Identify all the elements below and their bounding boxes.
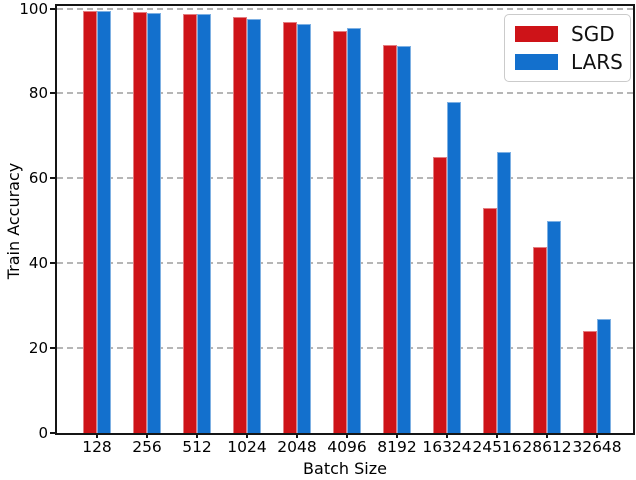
bar-sgd-2048 bbox=[283, 22, 297, 433]
bar-lars-28612 bbox=[547, 221, 561, 433]
x-tick-label-256: 256 bbox=[132, 438, 162, 456]
bar-sgd-16324 bbox=[433, 157, 447, 433]
x-tick-28612 bbox=[546, 433, 548, 438]
bar-lars-512 bbox=[197, 14, 211, 433]
x-tick-label-24516: 24516 bbox=[472, 438, 522, 456]
y-tick-label-0: 0 bbox=[38, 424, 48, 442]
gridline-100 bbox=[57, 7, 633, 10]
x-tick-256 bbox=[146, 433, 148, 438]
sgd-color-swatch bbox=[515, 26, 558, 42]
x-tick-label-16324: 16324 bbox=[422, 438, 472, 456]
y-tick-100 bbox=[50, 7, 55, 10]
x-tick-24516 bbox=[496, 433, 498, 438]
bar-sgd-512 bbox=[183, 14, 197, 433]
x-tick-label-32648: 32648 bbox=[572, 438, 622, 456]
bar-sgd-1024 bbox=[233, 17, 247, 433]
lars-color-swatch bbox=[515, 54, 558, 70]
bar-sgd-128 bbox=[83, 11, 97, 433]
bar-lars-128 bbox=[97, 11, 111, 433]
x-tick-label-8192: 8192 bbox=[377, 438, 417, 456]
bar-lars-2048 bbox=[297, 24, 311, 433]
x-tick-2048 bbox=[296, 433, 298, 438]
y-tick-40 bbox=[50, 262, 55, 265]
bar-sgd-32648 bbox=[583, 331, 597, 433]
x-tick-512 bbox=[196, 433, 198, 438]
x-tick-32648 bbox=[596, 433, 598, 438]
y-tick-label-20: 20 bbox=[28, 339, 48, 358]
x-tick-label-128: 128 bbox=[82, 438, 112, 456]
bar-lars-32648 bbox=[597, 319, 611, 433]
x-tick-4096 bbox=[346, 433, 348, 438]
bar-lars-16324 bbox=[447, 102, 461, 433]
bar-sgd-24516 bbox=[483, 208, 497, 433]
legend-label-sgd: SGD bbox=[571, 22, 615, 46]
x-tick-label-4096: 4096 bbox=[327, 438, 367, 456]
y-tick-label-80: 80 bbox=[28, 84, 48, 103]
y-tick-0 bbox=[50, 432, 55, 434]
bar-lars-8192 bbox=[397, 46, 411, 433]
x-tick-1024 bbox=[246, 433, 248, 438]
y-tick-80 bbox=[50, 92, 55, 95]
y-tick-20 bbox=[50, 347, 55, 350]
bar-lars-4096 bbox=[347, 28, 361, 433]
bar-lars-1024 bbox=[247, 19, 261, 433]
legend-item-lars: LARS bbox=[515, 50, 623, 74]
x-tick-label-1024: 1024 bbox=[227, 438, 267, 456]
legend-label-lars: LARS bbox=[571, 50, 623, 74]
legend-item-sgd: SGD bbox=[515, 23, 620, 45]
x-tick-128 bbox=[96, 433, 98, 438]
x-tick-label-28612: 28612 bbox=[522, 438, 572, 456]
bar-lars-24516 bbox=[497, 152, 511, 433]
bar-lars-256 bbox=[147, 13, 161, 433]
y-tick-60 bbox=[50, 177, 55, 180]
x-tick-16324 bbox=[446, 433, 448, 438]
bar-sgd-256 bbox=[133, 12, 147, 433]
x-axis-title: Batch Size bbox=[303, 459, 387, 478]
bar-sgd-8192 bbox=[383, 45, 397, 433]
y-tick-label-60: 60 bbox=[28, 169, 48, 188]
x-tick-label-2048: 2048 bbox=[277, 438, 317, 456]
x-tick-label-512: 512 bbox=[182, 438, 212, 456]
x-tick-8192 bbox=[396, 433, 398, 438]
legend: SGD LARS bbox=[504, 14, 631, 82]
bar-sgd-4096 bbox=[333, 31, 347, 433]
y-tick-label-40: 40 bbox=[28, 254, 48, 273]
y-tick-label-100: 100 bbox=[19, 0, 48, 18]
bar-sgd-28612 bbox=[533, 247, 547, 433]
